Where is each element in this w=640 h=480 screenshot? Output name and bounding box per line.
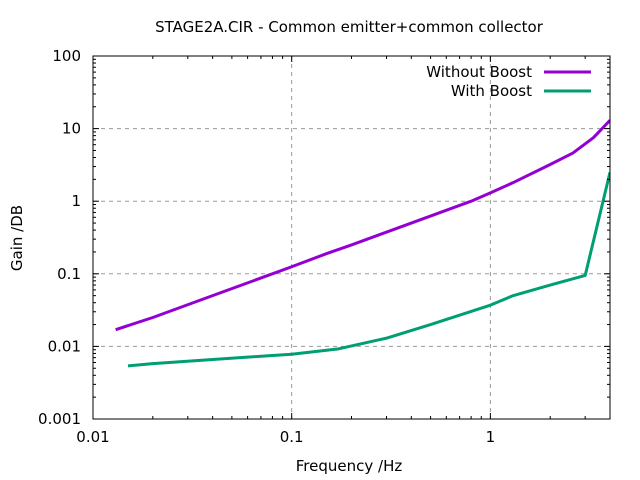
y-tick-label: 100: [52, 47, 81, 65]
y-tick-label: 0.1: [57, 265, 81, 283]
legend-label-1: Without Boost: [426, 63, 532, 81]
legend-label-2: With Boost: [451, 82, 532, 100]
x-tick-label: 0.1: [280, 428, 304, 446]
y-tick-label: 0.01: [48, 337, 81, 355]
grid: [93, 56, 610, 419]
y-tick-label: 10: [62, 120, 81, 138]
x-tick-label: 1: [486, 428, 496, 446]
plot-area: [115, 119, 610, 368]
y-tick-label: 0.001: [38, 410, 81, 428]
x-axis-label: Frequency /Hz: [296, 457, 403, 475]
series-line-2: [127, 171, 610, 368]
plot-frame: [92, 55, 611, 420]
x-tick-label: 0.01: [76, 428, 109, 446]
chart-title: STAGE2A.CIR - Common emitter+common coll…: [155, 18, 544, 36]
y-tick-label: 1: [71, 192, 81, 210]
series-line-1: [115, 119, 610, 332]
y-axis-label: Gain /DB: [8, 205, 26, 271]
